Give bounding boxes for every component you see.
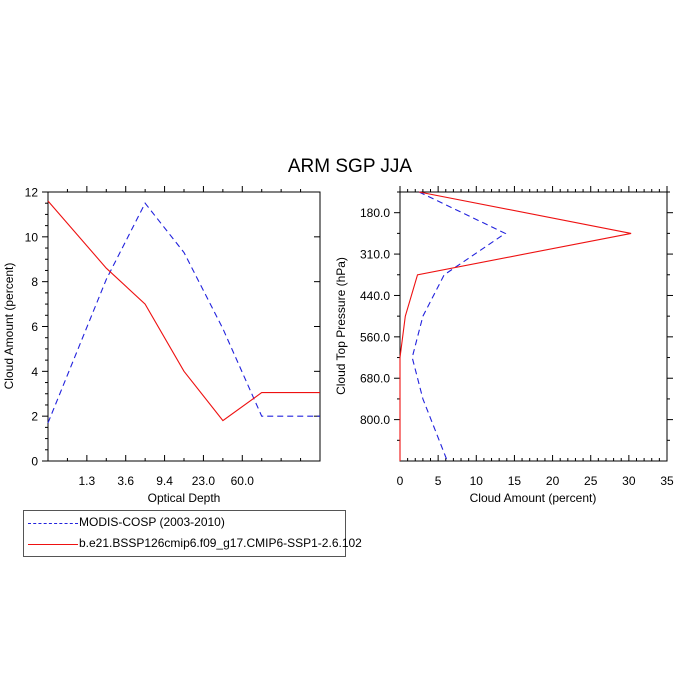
right-plot-frame bbox=[399, 191, 668, 462]
right-x-tick-label: 0 bbox=[397, 474, 404, 488]
left-y-tick-label: 4 bbox=[31, 365, 38, 379]
legend-label-modis: MODIS-COSP (2003-2010) bbox=[79, 515, 225, 529]
right-x-tick-label: 15 bbox=[508, 474, 522, 488]
legend-swatch-modis bbox=[28, 523, 78, 524]
left-series-line-model bbox=[47, 200, 320, 422]
left-y-tick-label: 6 bbox=[31, 320, 38, 334]
right-x-tick-label: 30 bbox=[622, 474, 636, 488]
left-x-tick-label: 60.0 bbox=[231, 474, 255, 488]
right-y-tick-label: 680.0 bbox=[360, 372, 390, 386]
right-x-tick-label: 5 bbox=[435, 474, 442, 488]
right-y-tick-label: 440.0 bbox=[360, 289, 390, 303]
left-x-tick-label: 1.3 bbox=[79, 474, 96, 488]
right-y-tick-label: 560.0 bbox=[360, 330, 390, 344]
right-y-tick-label: 180.0 bbox=[360, 206, 390, 220]
figure-title: ARM SGP JJA bbox=[288, 156, 413, 177]
left-series-line-modis bbox=[47, 202, 320, 424]
left-y-axis-label: Cloud Amount (percent) bbox=[2, 263, 16, 390]
left-plot-frame bbox=[47, 191, 321, 462]
left-x-tick-label: 3.6 bbox=[117, 474, 134, 488]
legend-item-model: b.e21.BSSP126cmip6.f09_g17.CMIP6-SSP1-2.… bbox=[24, 534, 362, 554]
right-x-tick-label: 20 bbox=[546, 474, 560, 488]
right-x-axis-label: Cloud Amount (percent) bbox=[470, 491, 597, 505]
right-y-tick-label: 310.0 bbox=[360, 248, 390, 262]
right-series-line-modis bbox=[411, 191, 507, 462]
right-ticks: 0 5 10 15 20 25 30 35 180.0 310.0 440.0 560.0 680.0 8… bbox=[360, 186, 674, 488]
left-x-tick-label: 23.0 bbox=[192, 474, 216, 488]
left-y-tick-label: 12 bbox=[25, 186, 39, 200]
left-y-tick-label: 10 bbox=[25, 230, 39, 244]
left-y-tick-label: 0 bbox=[31, 455, 38, 469]
right-y-tick-label: 800.0 bbox=[360, 413, 390, 427]
legend-item-modis: MODIS-COSP (2003-2010) bbox=[24, 513, 345, 533]
left-chart: 0 2 4 6 8 10 12 1.3 3.6 9.4 23.0 60.0 Optical Depth… bbox=[2, 186, 321, 505]
legend-swatch-model bbox=[28, 544, 78, 545]
legend: MODIS-COSP (2003-2010) b.e21.BSSP126cmip… bbox=[23, 510, 362, 557]
left-series bbox=[47, 200, 320, 424]
left-y-tick-label: 8 bbox=[31, 275, 38, 289]
left-x-axis-label: Optical Depth bbox=[148, 491, 221, 505]
right-y-axis-label: Cloud Top Pressure (hPa) bbox=[334, 257, 348, 395]
right-x-tick-label: 10 bbox=[470, 474, 484, 488]
right-series-line-model bbox=[399, 191, 632, 461]
legend-label-model: b.e21.BSSP126cmip6.f09_g17.CMIP6-SSP1-2.… bbox=[79, 536, 362, 550]
right-x-tick-label: 25 bbox=[584, 474, 598, 488]
left-x-tick-label: 9.4 bbox=[156, 474, 173, 488]
right-chart: 0 5 10 15 20 25 30 35 180.0 310.0 440.0 560.0 680.0 8… bbox=[334, 186, 674, 505]
right-series bbox=[399, 191, 632, 462]
left-y-tick-label: 2 bbox=[31, 410, 38, 424]
left-ticks: 0 2 4 6 8 10 12 1.3 3.6 9.4 23.0 60.0 bbox=[25, 186, 320, 488]
right-x-tick-label: 35 bbox=[660, 474, 674, 488]
